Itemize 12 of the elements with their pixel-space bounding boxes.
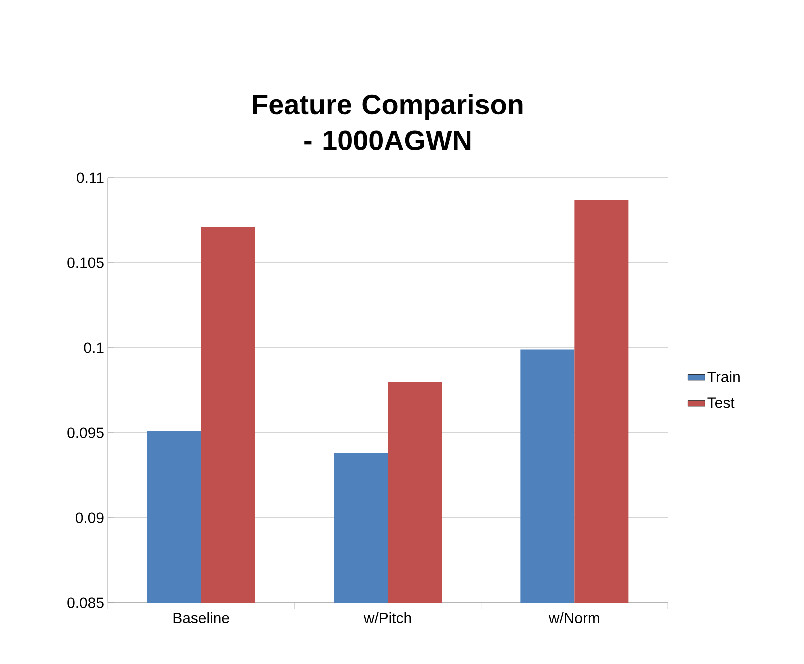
chart-title: Feature Comparison - 1000AGWN bbox=[253, 94, 523, 150]
legend-label: Train bbox=[708, 371, 740, 382]
x-tick-label: w/Pitch bbox=[364, 612, 412, 624]
y-tick-label: 0.09 bbox=[76, 512, 104, 524]
y-tick-label: 0.085 bbox=[68, 598, 104, 608]
legend-label: Test bbox=[708, 398, 735, 408]
x-tick-label: Baseline bbox=[174, 612, 230, 624]
y-tick-label: 0.11 bbox=[77, 172, 104, 184]
y-tick-label: 0.095 bbox=[68, 428, 104, 438]
x-tick-label: w/Norm bbox=[548, 612, 600, 624]
y-tick-label: 0.105 bbox=[68, 258, 104, 268]
y-tick-label: 0.1 bbox=[84, 342, 104, 354]
